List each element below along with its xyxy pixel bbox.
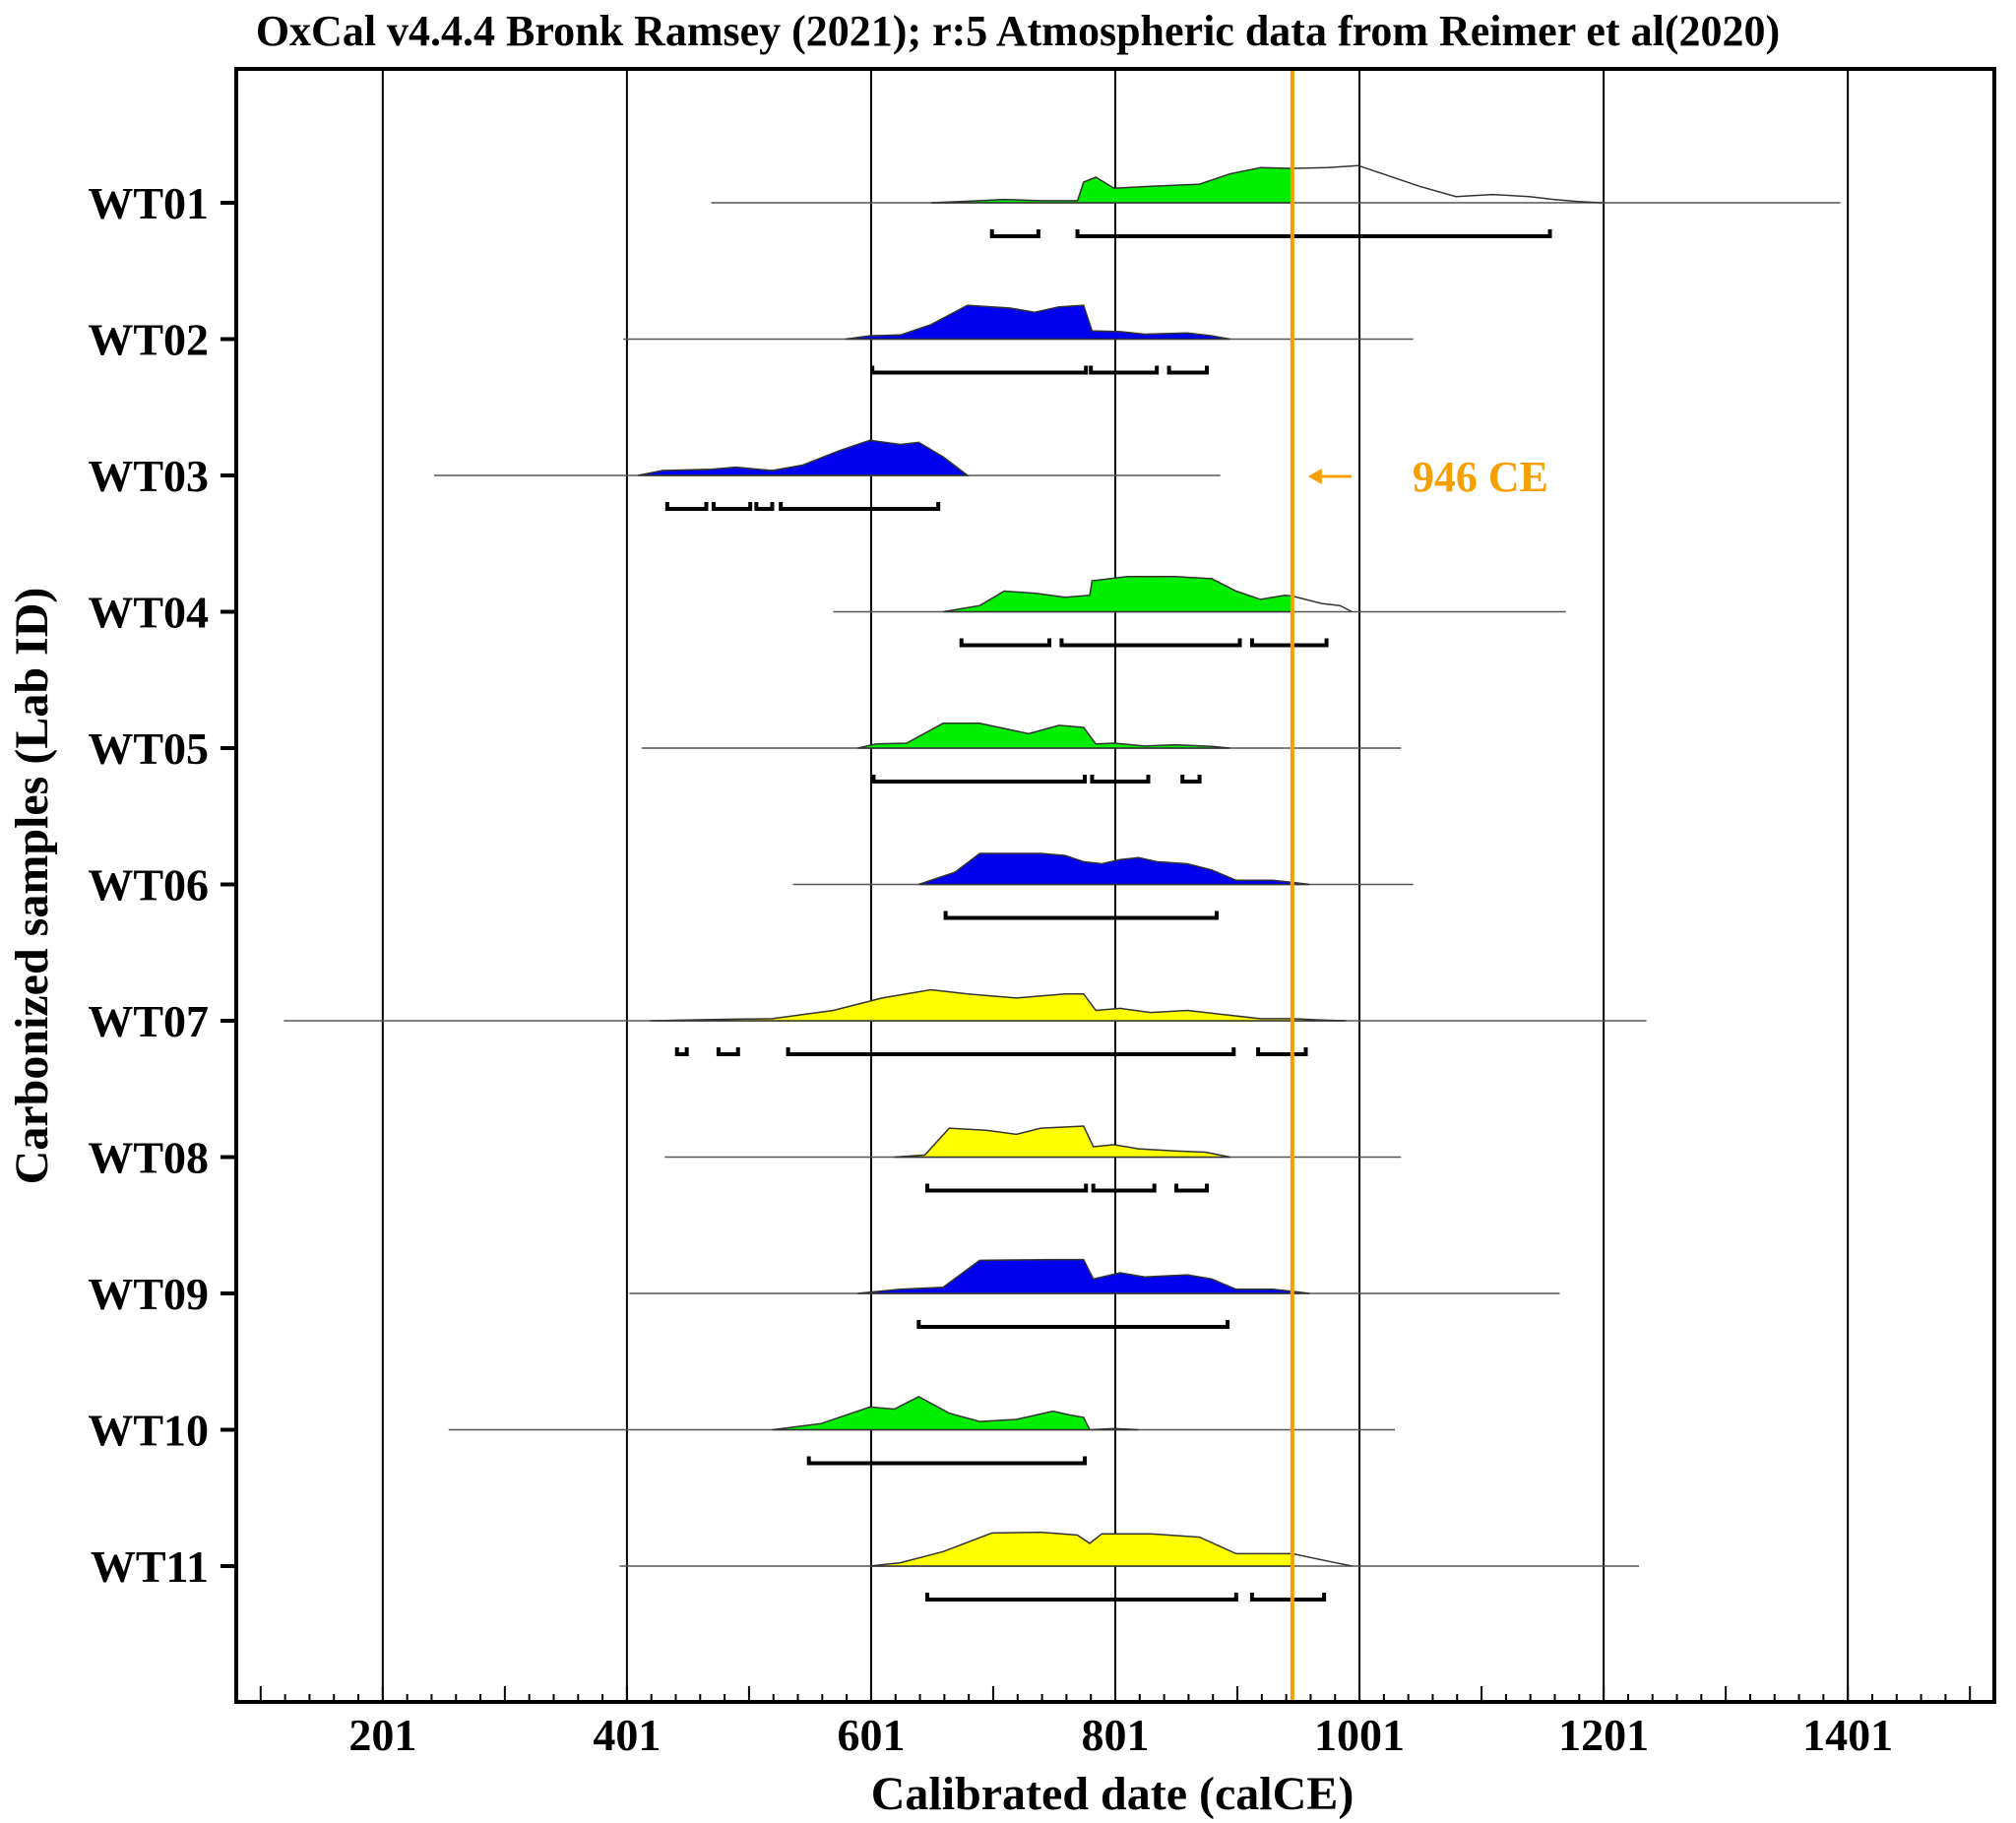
range-bracket-WT04-1 [959, 638, 1052, 648]
range-bracket-WT10-1 [806, 1456, 1087, 1466]
range-bracket-WT11-2 [1249, 1593, 1327, 1602]
x-tick-label-401: 401 [593, 1710, 661, 1760]
x-tick-label-1401: 1401 [1802, 1710, 1893, 1760]
series-WT05 [641, 723, 1402, 784]
y-label-WT11: WT11 [91, 1541, 209, 1592]
vertical-gridlines [381, 69, 1850, 1702]
range-bracket-WT02-3 [1166, 365, 1210, 375]
range-bracket-WT02-1 [870, 365, 1089, 375]
x-axis-title: Calibrated date (calCE) [871, 1768, 1354, 1820]
density-outline-WT01 [1292, 164, 1603, 204]
y-axis-title: Carbonized samples (Lab ID) [6, 588, 58, 1185]
y-label-WT09: WT09 [88, 1269, 209, 1319]
range-bracket-WT08-2 [1091, 1183, 1157, 1193]
range-bracket-WT08-3 [1174, 1183, 1210, 1193]
series-WT06 [792, 852, 1414, 920]
y-label-WT02: WT02 [88, 315, 209, 365]
y-label-WT10: WT10 [88, 1406, 209, 1456]
density-fill-WT04 [942, 576, 1293, 613]
range-bracket-WT07-1 [674, 1047, 689, 1056]
range-bracket-WT05-1 [871, 775, 1087, 784]
range-bracket-WT05-2 [1090, 775, 1151, 784]
range-bracket-WT02-2 [1089, 365, 1160, 375]
x-tick-label-1201: 1201 [1558, 1710, 1649, 1760]
range-bracket-WT06-1 [943, 911, 1219, 920]
range-bracket-WT03-2 [711, 502, 753, 511]
density-fill-WT06 [918, 852, 1310, 886]
y-label-WT06: WT06 [88, 860, 209, 911]
y-label-WT05: WT05 [88, 723, 209, 774]
x-tick-label-1001: 1001 [1314, 1710, 1405, 1760]
series-WT02 [623, 304, 1414, 375]
range-bracket-WT04-3 [1249, 638, 1329, 648]
series-WT07 [284, 988, 1647, 1056]
density-fill-WT09 [857, 1258, 1310, 1294]
density-fill-WT05 [857, 723, 1230, 749]
range-bracket-WT05-3 [1180, 775, 1202, 784]
range-bracket-WT07-2 [716, 1047, 740, 1056]
range-bracket-WT01-1 [989, 229, 1040, 238]
density-fill-WT11 [869, 1531, 1293, 1567]
range-bracket-WT07-4 [1256, 1047, 1308, 1056]
series-WT08 [664, 1125, 1402, 1193]
range-bracket-WT03-1 [664, 502, 709, 511]
density-fill-WT03 [637, 439, 971, 476]
x-axis-ticks: 201 401 601 801 1001 1201 1401 [259, 1686, 1972, 1760]
density-outline-WT04 [1292, 595, 1353, 613]
range-bracket-WT11-1 [924, 1593, 1238, 1602]
series-WT11 [619, 1531, 1640, 1602]
annotation-946ce: 946 CE [1290, 69, 1548, 1702]
x-tick-label-601: 601 [837, 1710, 905, 1760]
range-bracket-WT03-3 [754, 502, 775, 511]
y-axis-labels: WT01 WT02 WT03 WT04 WT05 WT06 WT07 WT08 WT09 WT10… [88, 178, 236, 1592]
range-bracket-WT08-1 [924, 1183, 1089, 1193]
range-bracket-WT01-2 [1075, 229, 1552, 238]
range-bracket-WT04-2 [1059, 638, 1242, 648]
density-fill-WT02 [845, 304, 1230, 341]
series-WT09 [629, 1258, 1560, 1329]
y-label-WT03: WT03 [88, 451, 209, 501]
density-fill-WT07 [650, 988, 1347, 1022]
range-bracket-WT03-4 [779, 502, 941, 511]
y-label-WT07: WT07 [88, 996, 209, 1046]
chart-title: OxCal v4.4.4 Bronk Ramsey (2021); r:5 At… [256, 7, 1780, 55]
y-label-WT08: WT08 [88, 1133, 209, 1183]
density-fill-WT10 [772, 1396, 1139, 1431]
series-WT03 [433, 439, 1221, 511]
density-fill-WT01 [930, 166, 1293, 204]
density-outline-WT11 [1292, 1552, 1353, 1567]
series-WT04 [833, 576, 1566, 648]
series-layer [284, 164, 1841, 1602]
x-tick-label-201: 201 [348, 1710, 416, 1760]
y-label-WT04: WT04 [88, 588, 209, 638]
y-label-WT01: WT01 [88, 178, 209, 228]
annotation-label: 946 CE [1413, 453, 1548, 501]
range-bracket-WT09-1 [916, 1320, 1230, 1329]
annotation-arrowhead [1307, 469, 1322, 484]
density-fill-WT08 [894, 1125, 1230, 1159]
series-WT10 [448, 1396, 1396, 1466]
range-bracket-WT07-3 [786, 1047, 1236, 1056]
series-WT01 [711, 164, 1841, 238]
x-tick-label-801: 801 [1082, 1710, 1150, 1760]
